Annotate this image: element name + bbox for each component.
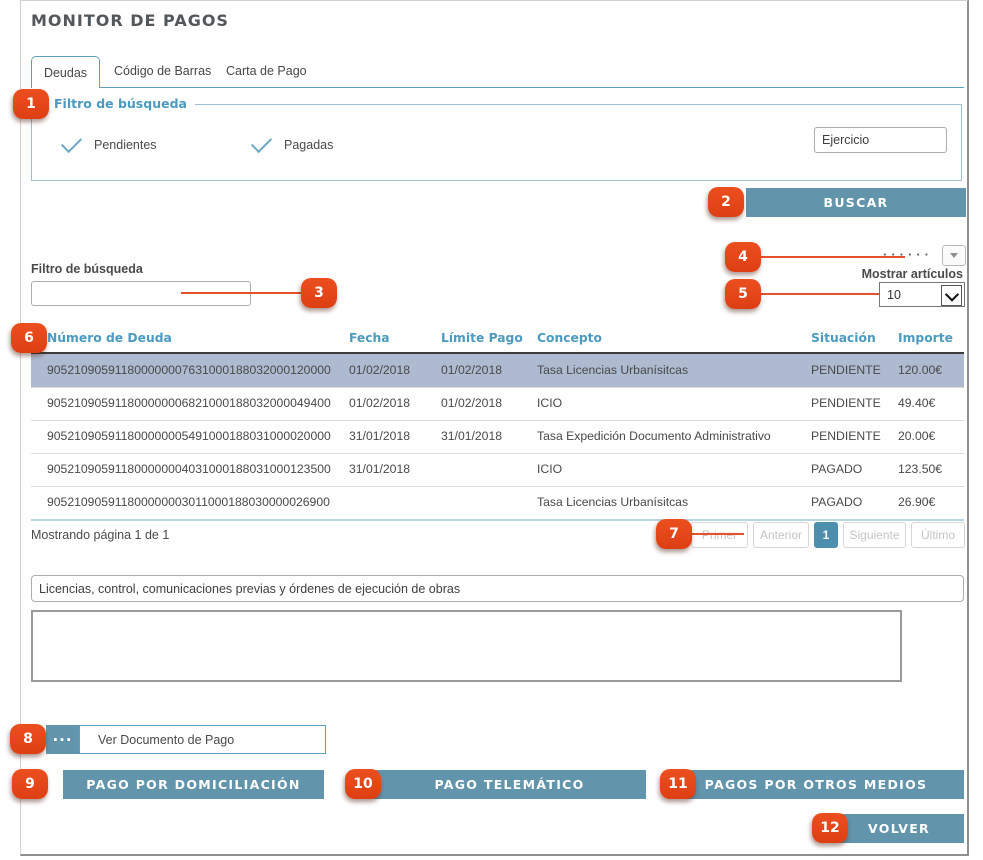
table-row[interactable]: 9052109059118000000076310001880320001200… [31, 354, 964, 388]
cell-numero: 9052109059118000000054910001880310000200… [47, 429, 331, 443]
col-header-limite[interactable]: Límite Pago [441, 331, 523, 345]
cell-limite: 31/01/2018 [441, 429, 502, 443]
buscar-button[interactable]: BUSCAR [746, 188, 966, 217]
pagination-previous-button[interactable]: Anterior [753, 522, 809, 548]
annotation-badge-11: 11 [660, 769, 696, 799]
cell-importe: 49.40€ [898, 396, 936, 410]
filtro-busqueda-label: Filtro de búsqueda [31, 262, 143, 276]
col-header-numero[interactable]: Número de Deuda [47, 331, 172, 345]
cell-fecha: 01/02/2018 [349, 396, 410, 410]
cell-concepto: Tasa Expedición Documento Administrativo [537, 429, 771, 443]
pagination-status: Mostrando página 1 de 1 [31, 528, 170, 542]
main-panel: MONITOR DE PAGOS Deudas Código de Barras… [10, 0, 969, 856]
pagination-next-button[interactable]: Siguiente [843, 522, 906, 548]
annotation-badge-7: 7 [656, 519, 692, 549]
cell-concepto: Tasa Licencias Urbanísitcas [537, 363, 689, 377]
cell-numero: 9052109059118000000076310001880320001200… [47, 363, 331, 377]
select-chevron-box [941, 285, 962, 306]
annotation-badge-3: 3 [301, 278, 337, 308]
table-bottom-border [31, 519, 964, 521]
table-row[interactable]: 9052109059118000000040310001880310001235… [31, 453, 964, 487]
tab-codigo-de-barras[interactable]: Código de Barras [114, 64, 212, 78]
pago-telematico-button[interactable]: PAGO TELEMÁTICO [373, 770, 646, 799]
column-dots-indicator[interactable]: ······ [883, 247, 933, 262]
table-row[interactable]: 9052109059118000000030110001880300000269… [31, 486, 964, 519]
cell-importe: 123.50€ [898, 462, 943, 476]
tab-deudas-label: Deudas [43, 65, 88, 80]
cell-limite: 01/02/2018 [441, 396, 502, 410]
cell-numero: 9052109059118000000030110001880300000269… [47, 495, 330, 509]
col-header-situacion[interactable]: Situación [811, 331, 876, 345]
annotation-line-4 [760, 256, 905, 258]
fieldset-legend: Filtro de búsqueda [46, 96, 195, 111]
cell-situacion: PAGADO [811, 462, 863, 476]
col-header-importe[interactable]: Importe [898, 331, 953, 345]
chevron-down-icon [944, 287, 959, 302]
document-options-button[interactable]: ... [46, 725, 79, 754]
annotation-badge-6: 6 [11, 323, 47, 353]
cell-numero: 9052109059118000000040310001880310001235… [47, 462, 331, 476]
annotation-badge-9: 9 [12, 769, 48, 799]
mostrar-articulos-label: Mostrar artículos [861, 267, 963, 281]
cell-numero: 9052109059118000000068210001880320000494… [47, 396, 331, 410]
pago-por-domiciliacion-button[interactable]: PAGO POR DOMICILIACIÓN [63, 770, 324, 799]
ellipsis-icon: ... [52, 726, 73, 745]
page-size-value: 10 [887, 288, 901, 302]
cell-situacion: PENDIENTE [811, 363, 881, 377]
tab-carta-de-pago[interactable]: Carta de Pago [226, 64, 307, 78]
chevron-down-icon [950, 253, 958, 258]
check-icon[interactable] [60, 131, 83, 154]
pagos-por-otros-medios-button[interactable]: PAGOS POR OTROS MEDIOS [668, 770, 964, 799]
cell-fecha: 31/01/2018 [349, 462, 410, 476]
table-row[interactable]: 9052109059118000000068210001880320000494… [31, 387, 964, 421]
ejercicio-input[interactable] [814, 127, 947, 153]
annotation-badge-2: 2 [708, 187, 744, 217]
checkbox-pendientes-label[interactable]: Pendientes [94, 138, 157, 152]
header-underline [31, 352, 964, 354]
annotation-badge-10: 10 [345, 769, 381, 799]
volver-button[interactable]: VOLVER [834, 814, 964, 843]
annotation-line-5 [760, 293, 879, 295]
cell-importe: 26.90€ [898, 495, 936, 509]
annotation-badge-1: 1 [13, 89, 49, 119]
concept-description-input[interactable] [31, 575, 964, 602]
cell-fecha: 01/02/2018 [349, 363, 410, 377]
checkbox-pagadas-label[interactable]: Pagadas [284, 138, 334, 152]
cell-concepto: ICIO [537, 462, 563, 476]
annotation-badge-4: 4 [725, 242, 761, 272]
cell-concepto: Tasa Licencias Urbanísitcas [537, 495, 689, 509]
table-row[interactable]: 9052109059118000000054910001880310000200… [31, 420, 964, 454]
col-header-fecha[interactable]: Fecha [349, 331, 390, 345]
pagination-first-button[interactable]: Primer [691, 522, 748, 548]
annotation-line-7 [691, 533, 744, 535]
cell-fecha: 31/01/2018 [349, 429, 410, 443]
page-title: MONITOR DE PAGOS [31, 11, 229, 30]
cell-importe: 120.00€ [898, 363, 943, 377]
notes-textarea[interactable] [31, 610, 902, 682]
annotation-line-3 [181, 292, 322, 294]
cell-situacion: PENDIENTE [811, 429, 881, 443]
cell-concepto: ICIO [537, 396, 563, 410]
search-filter-fieldset: Filtro de búsqueda Pendientes Pagadas [31, 96, 962, 181]
tab-bottom-border [31, 87, 964, 88]
annotation-badge-12: 12 [812, 813, 848, 843]
check-icon[interactable] [250, 131, 273, 154]
ver-documento-de-pago-button[interactable]: Ver Documento de Pago [79, 725, 326, 754]
tab-deudas[interactable]: Deudas [31, 56, 100, 88]
annotation-badge-8: 8 [10, 724, 46, 754]
cell-limite: 01/02/2018 [441, 363, 502, 377]
cell-situacion: PAGADO [811, 495, 863, 509]
cell-situacion: PENDIENTE [811, 396, 881, 410]
columns-dropdown-button[interactable] [942, 245, 966, 266]
page-size-select[interactable]: 10 [879, 282, 965, 307]
cell-importe: 20.00€ [898, 429, 936, 443]
pagination-last-button[interactable]: Último [911, 522, 965, 548]
col-header-concepto[interactable]: Concepto [537, 331, 602, 345]
annotation-badge-5: 5 [725, 279, 761, 309]
pagination-page-1-button[interactable]: 1 [814, 522, 838, 548]
